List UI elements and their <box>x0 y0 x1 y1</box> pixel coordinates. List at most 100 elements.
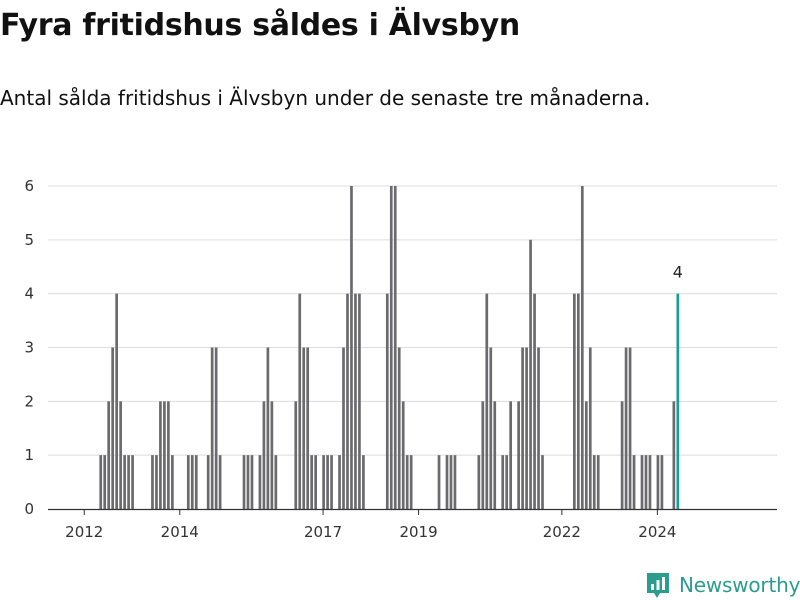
bar <box>330 455 333 509</box>
bar <box>306 347 310 509</box>
bar <box>358 293 361 509</box>
bar <box>103 455 107 509</box>
bar <box>258 455 262 509</box>
bar <box>171 455 174 509</box>
bar <box>624 347 628 509</box>
bar <box>262 401 266 509</box>
bar <box>437 455 441 509</box>
bar <box>537 347 540 509</box>
bar <box>409 455 413 509</box>
bar <box>648 455 652 509</box>
bars <box>99 186 680 510</box>
bar-highlight <box>676 293 680 509</box>
bar <box>99 455 103 509</box>
bar <box>389 186 393 509</box>
bar <box>660 455 664 509</box>
bar <box>218 455 222 509</box>
bar <box>521 347 524 509</box>
y-tick-label: 1 <box>24 446 34 464</box>
bar <box>445 455 449 509</box>
bar <box>596 455 600 509</box>
bar <box>123 455 126 509</box>
bar <box>501 455 505 509</box>
bar <box>592 455 596 509</box>
bar <box>266 347 270 509</box>
bar <box>576 293 580 509</box>
bar <box>533 293 536 509</box>
bar <box>529 239 532 510</box>
bar <box>314 455 317 509</box>
bar <box>656 455 660 509</box>
bar <box>210 347 214 509</box>
x-tick-label: 2019 <box>399 523 437 541</box>
bar <box>111 347 115 509</box>
bar <box>588 347 592 509</box>
bar <box>405 455 409 509</box>
y-tick-label: 6 <box>24 177 34 195</box>
bar <box>573 293 576 509</box>
bar <box>346 293 349 509</box>
bar <box>342 347 345 509</box>
bar <box>401 401 405 509</box>
bar <box>385 293 389 509</box>
y-tick-label: 3 <box>24 339 34 357</box>
bar <box>246 455 250 509</box>
newsworthy-logo-icon <box>647 573 669 598</box>
x-tick-label: 2024 <box>638 523 676 541</box>
brand-logo: Newsworthy <box>645 570 800 600</box>
axes: 0 1 2 3 4 5 6 2012 2014 2017 2019 2022 2024 <box>24 177 777 541</box>
bar <box>302 347 306 509</box>
gridlines <box>48 185 777 456</box>
bar <box>620 401 624 509</box>
bar <box>517 401 520 509</box>
y-tick-label: 2 <box>24 392 34 410</box>
bar <box>131 455 134 509</box>
bar <box>107 401 111 509</box>
bar <box>493 401 497 509</box>
bar <box>294 401 298 509</box>
bar <box>115 293 118 509</box>
bar <box>393 186 397 509</box>
bar <box>672 401 676 509</box>
bar <box>354 293 357 509</box>
data-labels: 4 <box>673 263 683 282</box>
x-tick-label: 2017 <box>304 523 342 541</box>
x-tick-label: 2012 <box>65 523 103 541</box>
bar <box>274 455 278 509</box>
last-value-label: 4 <box>673 263 683 282</box>
bar <box>214 347 218 509</box>
bar <box>632 455 636 509</box>
bar <box>310 455 314 509</box>
bar <box>186 455 190 509</box>
bar <box>505 455 509 509</box>
bar <box>485 293 489 509</box>
chart-subtitle: Antal sålda fritidshus i Älvsbyn under d… <box>0 86 651 110</box>
bar <box>481 401 485 509</box>
bar <box>580 186 584 509</box>
bar <box>206 455 210 509</box>
chart-title: Fyra fritidshus såldes i Älvsbyn <box>0 8 520 43</box>
bar <box>509 401 513 509</box>
bar <box>326 455 329 509</box>
bar <box>250 455 254 509</box>
bar <box>453 455 457 509</box>
bar <box>167 401 170 509</box>
bar <box>151 455 154 509</box>
y-tick-label: 5 <box>24 231 34 249</box>
bar-chart: 0 1 2 3 4 5 6 2012 2014 2017 2019 2022 2024 4 <box>24 177 777 541</box>
bar <box>489 347 493 509</box>
bar <box>270 401 274 509</box>
bar <box>127 455 130 509</box>
bar <box>159 401 162 509</box>
y-tick-label: 0 <box>24 500 34 518</box>
bar <box>322 455 325 509</box>
bar <box>477 455 481 509</box>
bar <box>194 455 198 509</box>
bar <box>242 455 246 509</box>
bar <box>449 455 453 509</box>
x-tick-label: 2022 <box>543 523 581 541</box>
x-tick-label: 2014 <box>161 523 199 541</box>
bar <box>644 455 648 509</box>
bar <box>640 455 644 509</box>
bar <box>541 455 544 509</box>
